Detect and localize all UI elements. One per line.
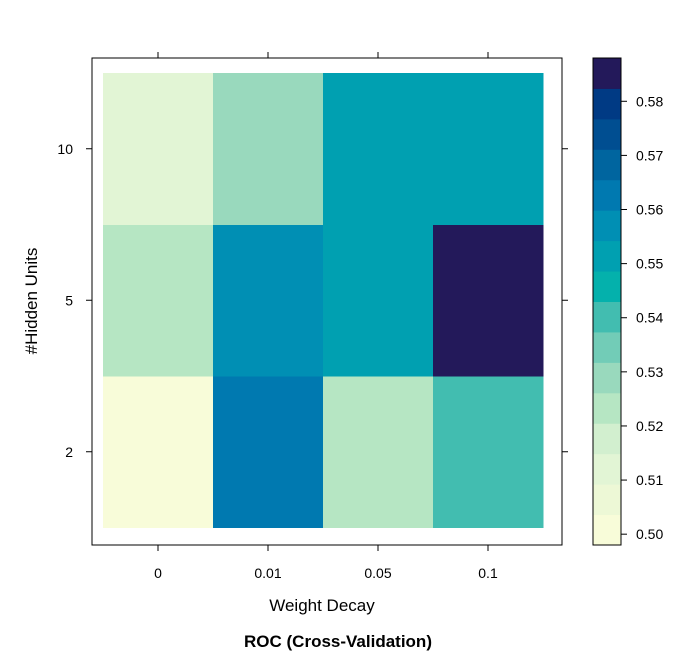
colorbar-swatch bbox=[593, 58, 621, 89]
colorbar-swatch bbox=[593, 179, 621, 211]
colorbar-swatch bbox=[593, 331, 621, 363]
colorbar-swatch bbox=[593, 240, 621, 272]
colorbar-tick-label: 0.57 bbox=[636, 147, 663, 163]
heatmap-cell-0-2 bbox=[103, 376, 214, 528]
y-tick-label: 5 bbox=[65, 292, 73, 308]
y-axis-title: #Hidden Units bbox=[22, 248, 41, 355]
colorbar-ticks: 0.50 0.51 0.52 0.53 0.54 0.55 0.56 0.57 0.58 bbox=[621, 93, 663, 542]
colorbar-tick-label: 0.50 bbox=[636, 526, 663, 542]
heatmap-cell-0-5 bbox=[103, 224, 214, 377]
colorbar-tick-label: 0.54 bbox=[636, 310, 663, 326]
colorbar-frame bbox=[592, 57, 622, 546]
x-axis-title: Weight Decay bbox=[269, 596, 375, 615]
heatmap-cell-0.05-2 bbox=[323, 376, 434, 528]
x-tick-label: 0.05 bbox=[364, 565, 391, 581]
colorbar-swatch bbox=[593, 301, 621, 333]
heatmap-cell-0.05-5 bbox=[323, 224, 434, 377]
y-tick-label: 2 bbox=[65, 444, 73, 460]
colorbar-swatch bbox=[593, 453, 621, 485]
colorbar-tick-label: 0.52 bbox=[636, 418, 663, 434]
heatmap-cell-0.01-10 bbox=[213, 73, 324, 225]
x-tick-label: 0.1 bbox=[478, 565, 498, 581]
heatmap-cell-0.1-10 bbox=[433, 73, 544, 225]
colorbar bbox=[593, 58, 621, 546]
colorbar-tick-label: 0.53 bbox=[636, 364, 663, 380]
colorbar-swatch bbox=[593, 514, 621, 546]
y-tick-label: 10 bbox=[57, 141, 73, 157]
colorbar-tick-label: 0.51 bbox=[636, 472, 663, 488]
heatmap-cell-0.01-5 bbox=[213, 224, 324, 377]
x-tick-label: 0 bbox=[154, 565, 162, 581]
colorbar-tick-label: 0.55 bbox=[636, 256, 663, 272]
colorbar-swatch bbox=[593, 118, 621, 150]
chart-title: ROC (Cross-Validation) bbox=[244, 632, 432, 651]
x-tick-label: 0.01 bbox=[254, 565, 281, 581]
colorbar-swatch bbox=[593, 210, 621, 242]
colorbar-swatch bbox=[593, 392, 621, 424]
colorbar-swatch bbox=[593, 88, 621, 120]
heatmap-cell-0.01-2 bbox=[213, 376, 324, 528]
colorbar-swatch bbox=[593, 362, 621, 394]
colorbar-tick-label: 0.58 bbox=[636, 93, 663, 109]
colorbar-swatch bbox=[593, 149, 621, 181]
colorbar-swatch bbox=[593, 423, 621, 455]
heatmap-cell-0.05-10 bbox=[323, 73, 434, 225]
heatmap-cell-0.1-2 bbox=[433, 376, 544, 528]
colorbar-swatch bbox=[593, 484, 621, 516]
plot-frame bbox=[91, 57, 563, 546]
axis-ticks: 0 0.01 0.05 0.1 2 5 10 bbox=[57, 52, 568, 581]
heatmap-cells bbox=[103, 73, 544, 528]
heatmap-cell-0.1-5 bbox=[433, 224, 544, 377]
colorbar-tick-label: 0.56 bbox=[636, 202, 663, 218]
heatmap-cell-0-10 bbox=[103, 73, 214, 225]
colorbar-swatch bbox=[593, 271, 621, 302]
